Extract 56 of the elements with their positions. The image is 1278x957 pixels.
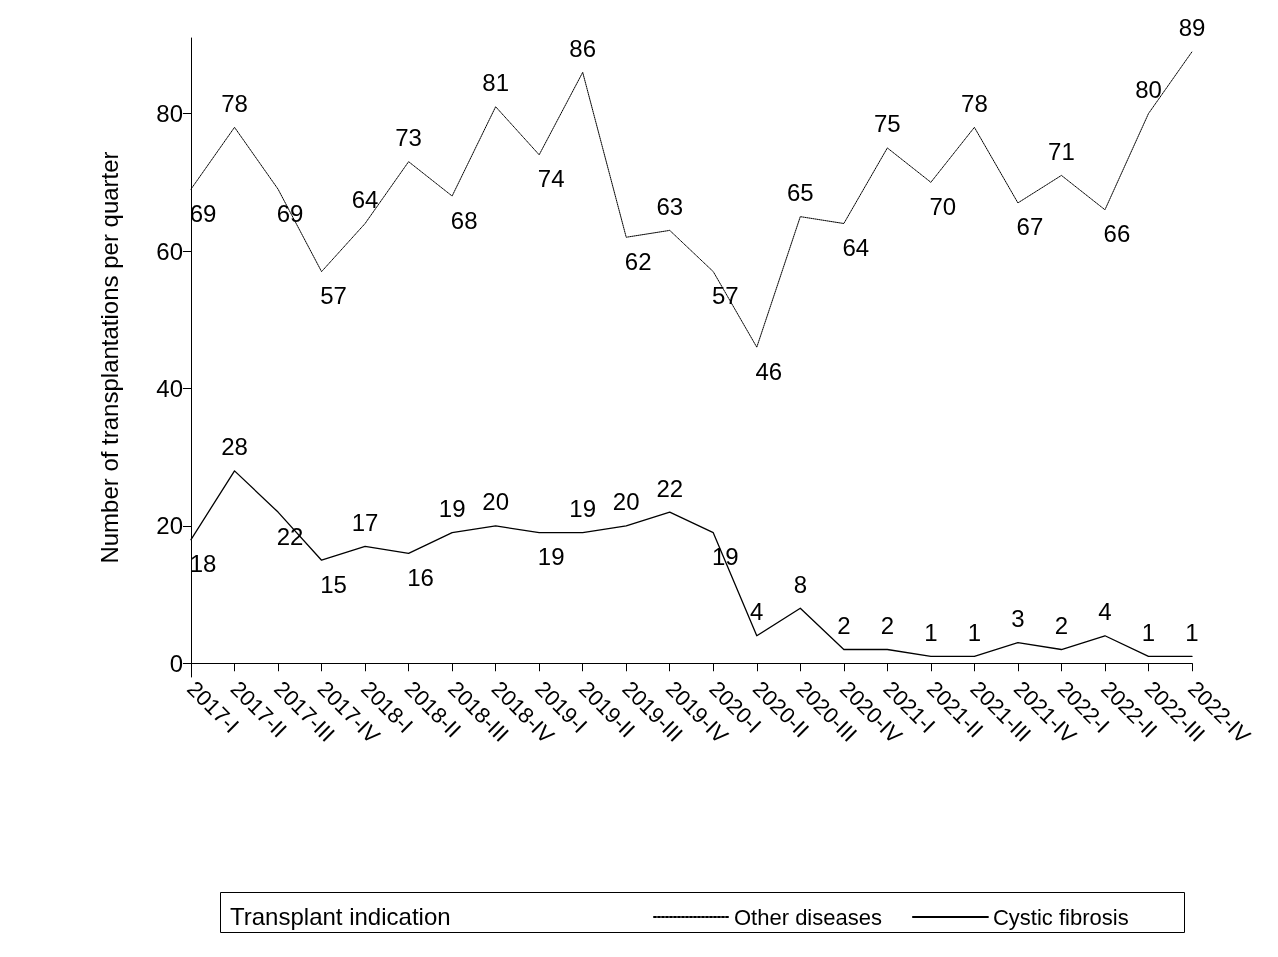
data-label: 69 [189,199,217,227]
legend-title: Transplant indication [230,902,451,930]
data-label: 46 [755,357,783,385]
data-label: 74 [537,165,565,193]
data-label: 17 [351,508,379,536]
data-label: 22 [656,474,684,502]
data-label: 73 [395,124,422,152]
data-label: 1 [967,618,982,646]
data-label: 78 [221,89,248,117]
legend-label: Cystic fibrosis [992,904,1129,930]
data-label: 4 [1098,598,1112,626]
data-label: 89 [1178,14,1206,42]
data-label: 1 [1141,618,1156,646]
data-label: 2 [1054,612,1069,640]
y-tick-label: 0 [169,649,183,677]
data-label: 75 [874,110,901,138]
data-label: 68 [450,206,478,234]
data-label: 64 [842,234,870,262]
data-label: 64 [351,186,379,214]
data-label: 65 [786,179,814,207]
data-label: 28 [221,433,248,461]
data-label: 86 [569,34,597,62]
y-tick-label: 20 [156,512,183,540]
data-label: 15 [320,570,347,598]
y-tick-label: 60 [156,237,183,265]
data-label: 62 [624,247,652,275]
data-label: 69 [276,199,304,227]
data-label: 78 [961,89,988,117]
data-label: 4 [750,598,764,626]
data-label: 2 [880,612,895,640]
data-label: 80 [1135,76,1162,104]
data-label: 19 [438,495,466,523]
data-label: 2 [837,612,851,640]
y-axis-title: Number of transplantations per quarter [95,151,123,564]
data-label: 3 [1011,605,1025,633]
data-label: 20 [482,488,509,516]
data-label: 57 [711,282,739,310]
data-label: 63 [656,192,684,220]
data-label: 1 [1185,618,1199,646]
data-label: 1 [924,618,938,646]
data-label: 19 [569,495,597,523]
data-label: 8 [793,570,807,598]
data-label: 22 [276,522,304,550]
data-label: 66 [1103,220,1131,248]
data-label: 19 [537,543,565,571]
y-tick-label: 80 [156,100,183,128]
data-label: 67 [1016,213,1044,241]
data-label: 71 [1048,137,1075,165]
data-label: 81 [482,69,509,97]
data-label: 18 [189,550,217,578]
data-label: 20 [612,488,640,516]
y-tick-label: 40 [156,374,183,402]
data-label: 16 [407,563,434,591]
data-label: 70 [929,192,957,220]
legend-label: Other diseases [734,904,882,930]
data-label: 57 [320,282,347,310]
